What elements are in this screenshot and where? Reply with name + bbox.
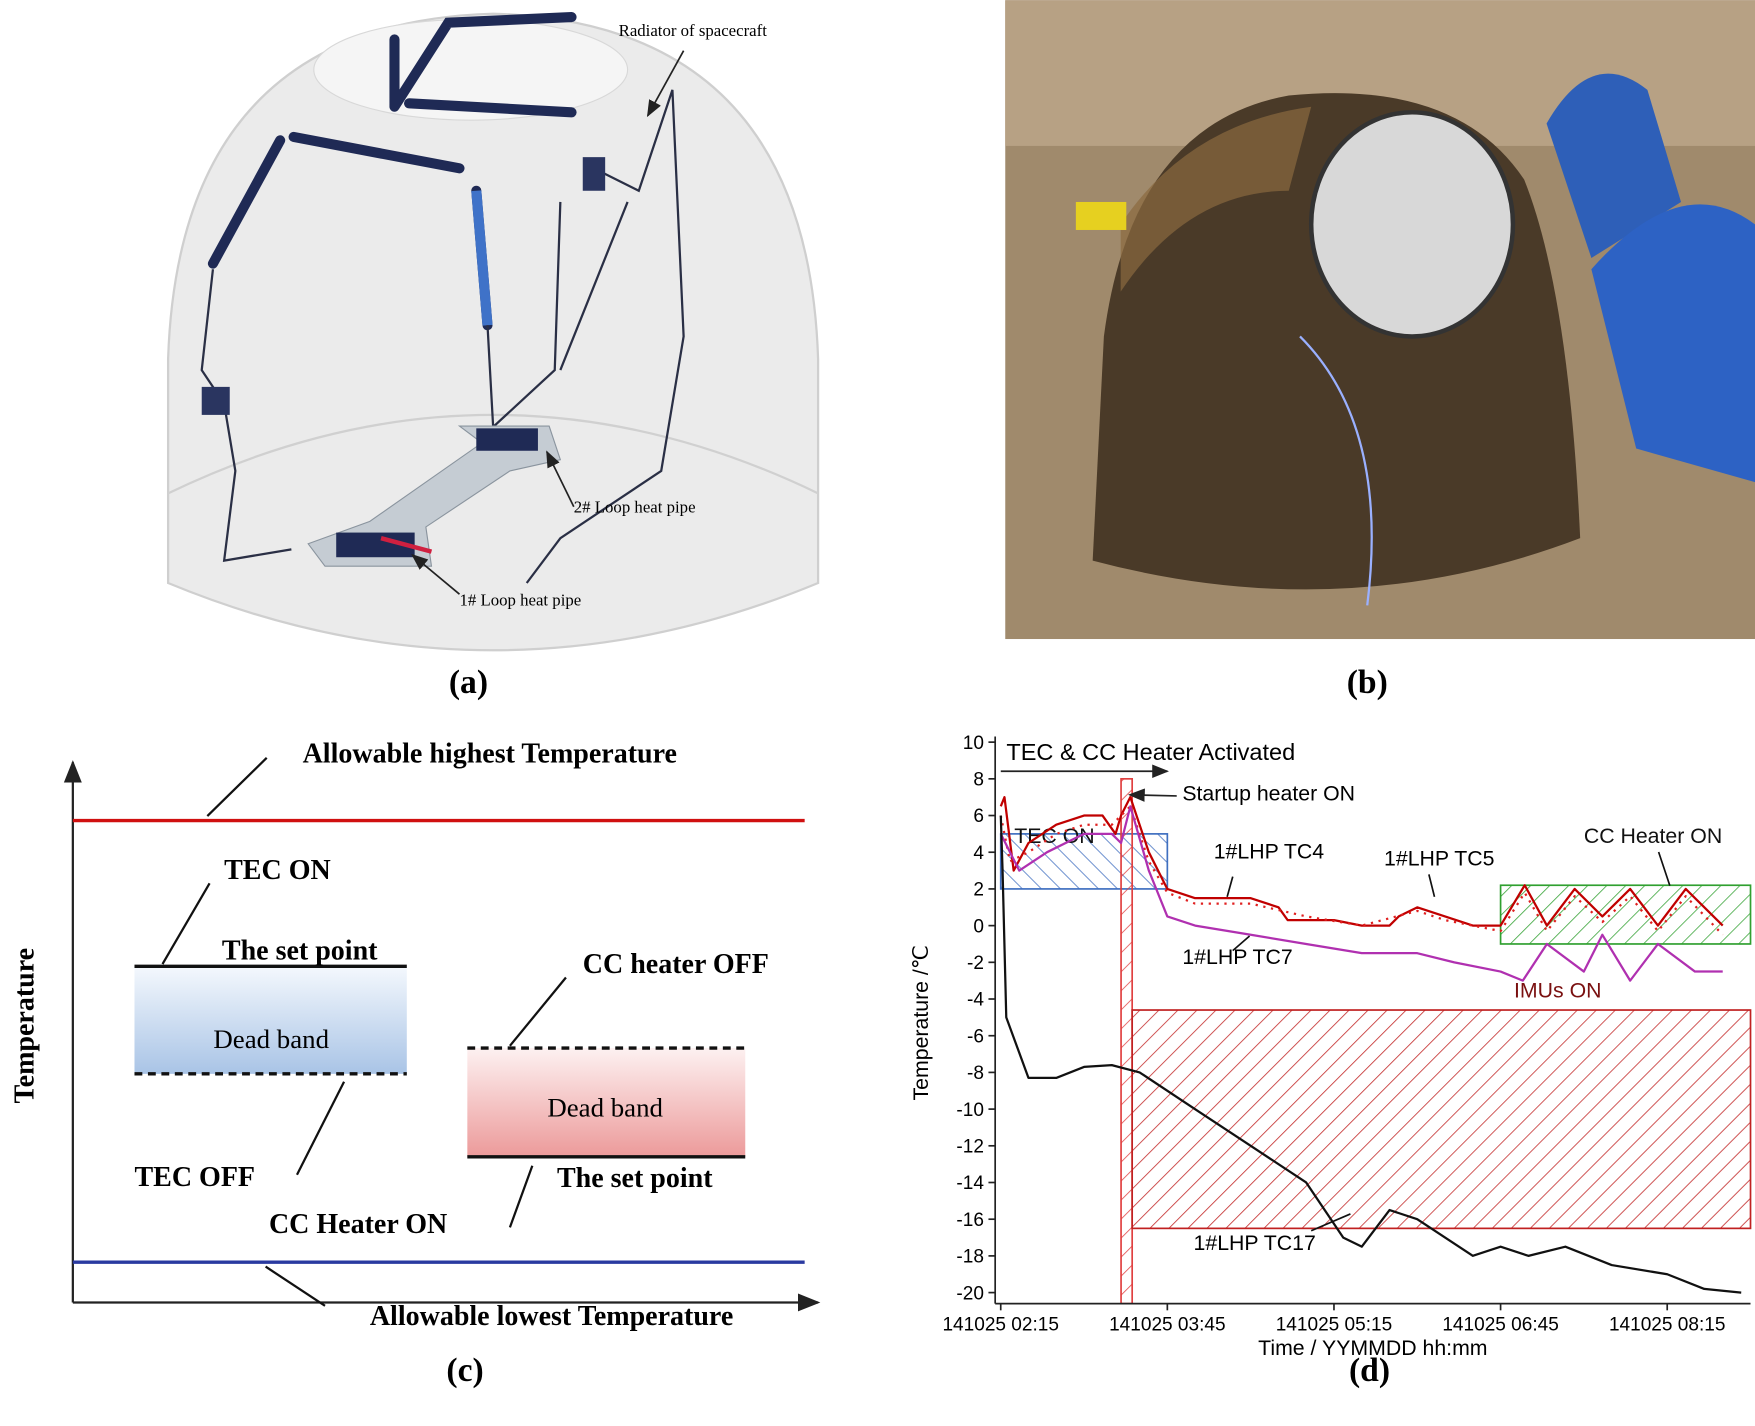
tec-dead-band xyxy=(134,966,407,1074)
series-line xyxy=(999,815,1742,1294)
region-label: IMUs ON xyxy=(1514,979,1601,1003)
caption: (d) xyxy=(1349,1352,1390,1389)
label: TEC ON xyxy=(224,855,331,886)
radiator-pipes xyxy=(207,12,577,331)
panel-a: Radiator of spacecraft 2# Loop heat pipe… xyxy=(166,12,820,701)
mounting-plate xyxy=(307,425,562,567)
series-label: 1#LHP TC17 xyxy=(1194,1231,1316,1255)
y-tick-label: -12 xyxy=(956,1137,984,1158)
series-line xyxy=(999,805,1724,936)
series-line xyxy=(999,796,1724,927)
x-tick-label: 141025 05:15 xyxy=(1276,1315,1393,1336)
compensation-chamber xyxy=(201,386,230,415)
leader xyxy=(161,882,211,965)
label: Dead band xyxy=(213,1024,329,1054)
y-tick-label: -14 xyxy=(956,1173,984,1194)
region xyxy=(1131,1009,1752,1230)
equipment xyxy=(1075,201,1127,230)
series-label: 1#LHP TC5 xyxy=(1384,846,1494,870)
cable xyxy=(1299,335,1373,606)
series-line xyxy=(999,805,1723,982)
leader xyxy=(508,1165,534,1228)
label: The set point xyxy=(557,1163,713,1194)
leader xyxy=(1310,1213,1351,1232)
region-label: CC Heater ON xyxy=(1584,824,1722,848)
y-tick-label: 2 xyxy=(973,880,984,901)
person xyxy=(1546,73,1682,258)
y-tick-label: -18 xyxy=(956,1247,984,1268)
panel-b: (b) xyxy=(1005,0,1755,701)
series-label: 1#LHP TC7 xyxy=(1182,945,1292,969)
y-tick-label: 6 xyxy=(973,806,984,827)
y-tick-label: -4 xyxy=(967,990,984,1011)
panel-d: TEC ON IMUs ON CC Heater ON 1#LHP TC4 1#LHP … xyxy=(909,733,1752,1389)
y-axis-title: Temperature /℃ xyxy=(909,945,933,1100)
loop-lines xyxy=(200,89,685,584)
x-axis-title: Time / YYMMDD hh:mm xyxy=(1258,1336,1487,1360)
annotation: TEC & CC Heater Activated xyxy=(1006,739,1295,765)
arrow xyxy=(546,450,575,508)
capsule-highlight xyxy=(1120,106,1312,292)
label: CC Heater ON xyxy=(269,1209,447,1240)
y-tick-label: 10 xyxy=(963,733,984,754)
y-tick-label: -6 xyxy=(967,1026,984,1047)
label: The set point xyxy=(222,936,378,967)
x-tick-label: 141025 08:15 xyxy=(1609,1315,1726,1336)
x-tick-label: 141025 02:15 xyxy=(942,1315,1059,1336)
axis-label: Temperature xyxy=(10,948,41,1104)
y-tick-label: -10 xyxy=(956,1100,984,1121)
capsule-hatch xyxy=(1308,110,1516,339)
arrow xyxy=(646,50,685,118)
x-tick-label: 141025 03:45 xyxy=(1109,1315,1226,1336)
y-tick-label: -20 xyxy=(956,1283,984,1304)
leader xyxy=(264,1265,326,1307)
y-tick-label: 4 xyxy=(973,843,984,864)
radiator-dome xyxy=(166,12,820,652)
leader xyxy=(1428,874,1436,897)
label: Allowable highest Temperature xyxy=(303,738,677,769)
label: CC heater OFF xyxy=(583,949,769,980)
y-tick-label: -16 xyxy=(956,1210,984,1231)
leader xyxy=(1657,851,1671,886)
caption: (a) xyxy=(449,664,488,701)
leader xyxy=(509,976,567,1047)
leader xyxy=(1232,935,1251,952)
leader xyxy=(206,757,268,817)
label: 1# Loop heat pipe xyxy=(459,590,581,609)
label: Radiator of spacecraft xyxy=(619,21,768,40)
arrow xyxy=(1127,788,1177,802)
compensation-chamber xyxy=(582,157,606,191)
region-label: TEC ON xyxy=(1014,824,1094,848)
cc-dead-band xyxy=(467,1048,746,1157)
leader xyxy=(1226,876,1234,898)
lhp-2-evaporator xyxy=(476,428,538,451)
y-tick-label: -8 xyxy=(967,1063,984,1084)
lhp-1-heater xyxy=(380,536,433,554)
y-tick-label: 8 xyxy=(973,770,984,791)
y-tick-label: -2 xyxy=(967,953,984,974)
y-tick-label: 0 xyxy=(973,916,984,937)
person xyxy=(1591,204,1755,483)
label: Allowable lowest Temperature xyxy=(370,1301,733,1332)
annotation: Startup heater ON xyxy=(1182,781,1355,805)
x-tick-label: 141025 06:45 xyxy=(1442,1315,1559,1336)
caption: (c) xyxy=(446,1352,483,1389)
radiator-pipe-blue xyxy=(471,190,493,326)
label: TEC OFF xyxy=(134,1162,255,1193)
series-label: 1#LHP TC4 xyxy=(1214,840,1325,864)
label: Dead band xyxy=(547,1092,663,1122)
leader xyxy=(295,1081,346,1176)
caption: (b) xyxy=(1347,664,1388,701)
leaders xyxy=(161,757,567,1307)
label: 2# Loop heat pipe xyxy=(574,497,696,516)
region xyxy=(1120,777,1134,1305)
arrow xyxy=(411,553,461,595)
panel-c: Temperature Allowable highest Temperatur… xyxy=(10,738,821,1389)
